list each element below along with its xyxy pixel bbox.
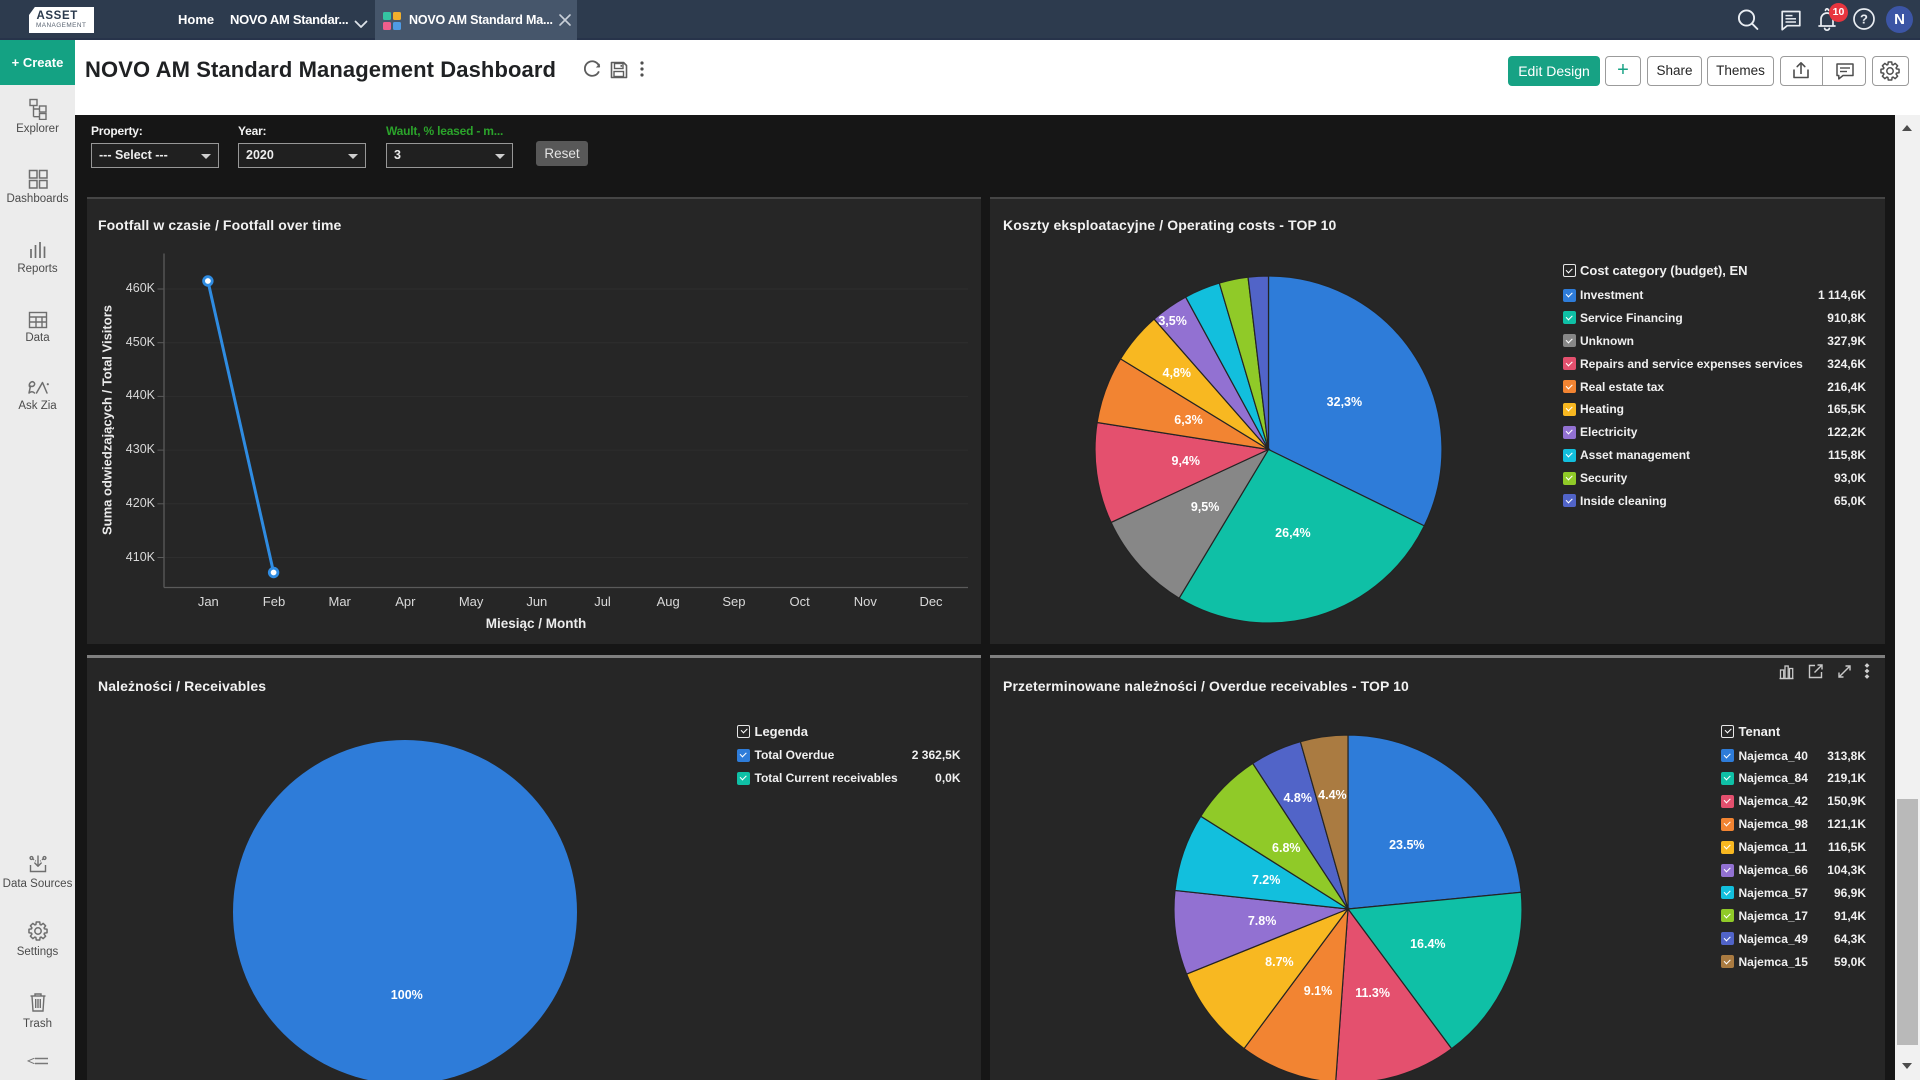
svg-text:?: ?	[1860, 12, 1868, 27]
